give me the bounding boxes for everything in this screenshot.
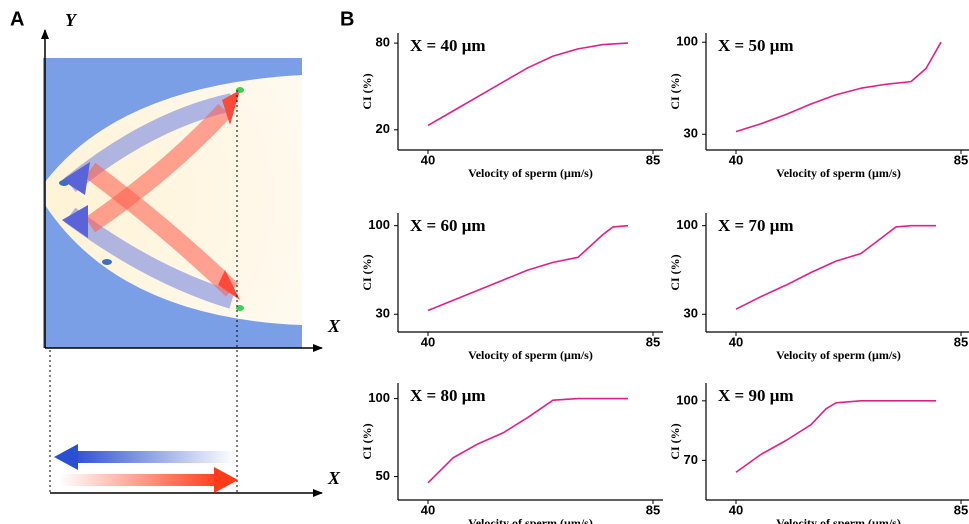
arrow-head — [62, 162, 90, 195]
x-tick-label: 40 — [729, 152, 743, 167]
y-tick-label: 20 — [376, 121, 390, 136]
x-tick-label: 40 — [421, 152, 435, 167]
data-line — [735, 41, 942, 133]
data-line — [427, 42, 629, 127]
y-axis-label: CI (%) — [360, 423, 374, 459]
x-tick-label: 85 — [646, 334, 660, 349]
x-tick-label: 40 — [421, 334, 435, 349]
y-tick-label: 100 — [368, 217, 390, 232]
arrow — [84, 162, 239, 297]
data-line — [427, 224, 629, 312]
chart-title: X = 60 μm — [410, 216, 486, 235]
y-tick-label: 30 — [684, 306, 698, 321]
sperm — [236, 87, 244, 93]
y-axis-label: CI (%) — [360, 73, 374, 109]
arrow-head — [54, 444, 78, 470]
y-tick-label: 30 — [376, 306, 390, 321]
diagram — [41, 29, 323, 497]
x-axis-label: Velocity of sperm (μm/s) — [776, 516, 901, 524]
x-tick-label: 40 — [729, 334, 743, 349]
y-tick-label: 70 — [684, 452, 698, 467]
y-axis-label: CI (%) — [668, 254, 682, 290]
arrow-head — [218, 270, 240, 300]
axis-label: X — [327, 316, 341, 336]
chart-title: X = 80 μm — [410, 386, 486, 405]
x-tick-label: 85 — [954, 334, 968, 349]
arrow — [64, 207, 235, 309]
y-tick-label: 50 — [376, 468, 390, 483]
data-line — [427, 397, 628, 484]
x-axis-label: Velocity of sperm (μm/s) — [468, 348, 593, 362]
axis-label: X — [327, 468, 341, 488]
data-line — [735, 224, 936, 310]
y-axis-label: CI (%) — [668, 73, 682, 109]
y-tick-label: 100 — [676, 217, 698, 232]
axis-label: Y — [65, 10, 78, 30]
panel-label: A — [10, 8, 24, 30]
y-tick-label: 80 — [376, 35, 390, 50]
arrow-head — [62, 205, 88, 238]
sperm — [236, 305, 244, 311]
arrow — [60, 474, 220, 486]
y-tick-label: 30 — [684, 126, 698, 141]
arrow — [64, 93, 234, 192]
chart-title: X = 70 μm — [718, 216, 794, 235]
chart-title: X = 40 μm — [410, 36, 486, 55]
x-tick-label: 85 — [954, 502, 968, 517]
y-axis-label: CI (%) — [668, 423, 682, 459]
arrow — [84, 103, 232, 233]
arrow-head — [214, 467, 238, 493]
sperm — [59, 180, 69, 186]
x-tick-label: 85 — [954, 152, 968, 167]
data-line — [735, 400, 936, 473]
chart-title: X = 50 μm — [718, 36, 794, 55]
y-tick-label: 100 — [368, 390, 390, 405]
x-axis-label: Velocity of sperm (μm/s) — [776, 166, 901, 180]
y-axis-label: CI (%) — [360, 254, 374, 290]
y-tick-label: 100 — [676, 392, 698, 407]
panel-label: B — [340, 8, 354, 30]
x-tick-label: 40 — [729, 502, 743, 517]
chart-title: X = 90 μm — [718, 386, 794, 405]
x-axis-label: Velocity of sperm (μm/s) — [776, 348, 901, 362]
sperm — [102, 259, 112, 265]
y-tick-label: 100 — [676, 34, 698, 49]
arrow-head — [222, 90, 240, 125]
x-tick-label: 85 — [646, 502, 660, 517]
x-axis-label: Velocity of sperm (μm/s) — [468, 516, 593, 524]
x-axis-label: Velocity of sperm (μm/s) — [468, 166, 593, 180]
x-tick-label: 85 — [646, 152, 660, 167]
arrow — [72, 451, 235, 463]
x-tick-label: 40 — [421, 502, 435, 517]
